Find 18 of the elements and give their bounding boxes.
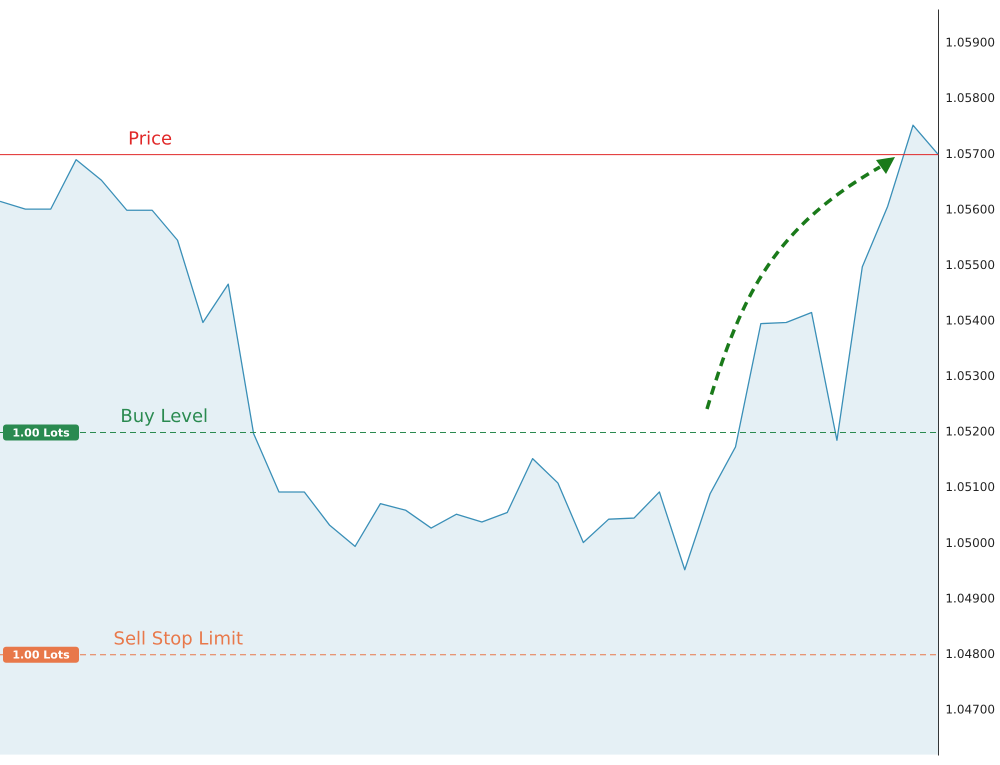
y-tick-label: 1.05700 (945, 146, 995, 161)
annotation: 1.00 Lots (12, 426, 70, 440)
y-tick-label: 1.05800 (945, 91, 995, 106)
y-tick-label: 1.05900 (945, 36, 995, 50)
y-tick-label: 1.05100 (945, 480, 995, 494)
y-tick-label: 1.05300 (945, 369, 995, 384)
ref-line-label: Sell Stop Limit (114, 628, 244, 650)
ref-line-label: Price (128, 128, 172, 150)
y-tick-label: 1.05000 (945, 536, 995, 550)
y-tick-label: 1.04900 (945, 591, 995, 606)
y-tick-label: 1.05500 (945, 258, 995, 272)
y-tick-label: 1.05600 (945, 202, 995, 216)
ref-line-label: Buy Level (120, 406, 208, 428)
y-tick-label: 1.05400 (945, 314, 995, 328)
y-tick-label: 1.04700 (945, 702, 995, 716)
y-tick-label: 1.04800 (945, 646, 995, 661)
annotation: 1.00 Lots (12, 648, 70, 662)
y-tick-label: 1.05200 (945, 424, 995, 439)
